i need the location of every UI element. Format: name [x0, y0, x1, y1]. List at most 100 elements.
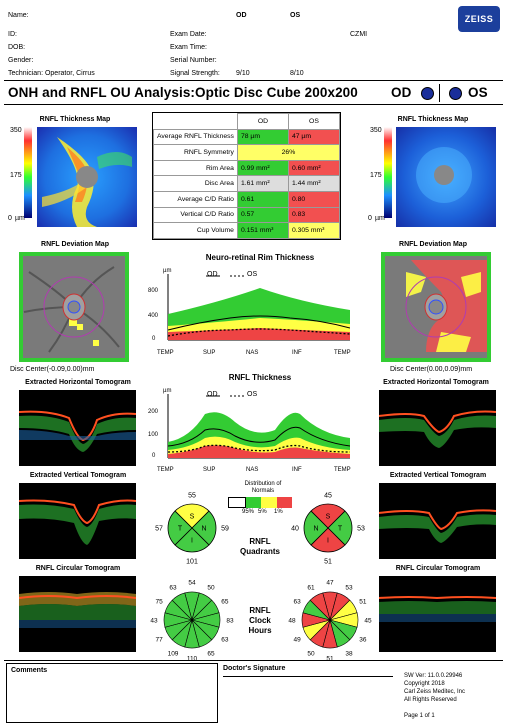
stats-span-value: 26%	[236, 144, 340, 161]
stats-row: Cup Volume 0.151 mm³ 0.305 mm³	[153, 222, 340, 239]
title-os: OS	[468, 85, 488, 100]
od-horizontal-tomo-label: Extracted Horizontal Tomogram	[25, 379, 131, 386]
od-scale-unit: µm	[15, 215, 25, 222]
distribution-title: Distribution of Normals	[244, 481, 282, 494]
stats-col-os: OS	[287, 113, 340, 130]
od-clock-value: 75	[155, 599, 163, 606]
quadrants-title-line1: RNFL	[249, 537, 271, 546]
signal-label: Signal Strength:	[170, 70, 220, 77]
od-quadrant-chart: S 55 N 59 I 101 T 57	[155, 493, 229, 566]
stats-col-od: OD	[236, 113, 289, 130]
rnfl-ytick-100: 100	[148, 432, 159, 438]
rim-chart-title: Neuro-retinal Rim Thickness	[205, 253, 315, 262]
page-number: Page 1 of 1	[404, 713, 435, 719]
rim-xtick-temp1: TEMP	[157, 350, 174, 356]
stats-row-label: Vertical C/D Ratio	[153, 206, 238, 224]
stats-os-value: 0.83	[287, 206, 340, 224]
od-eye-icon	[421, 87, 434, 100]
rnfl-ytick-200: 200	[148, 409, 159, 415]
os-circular-tomogram	[379, 576, 496, 652]
sw-version: SW Ver: 11.0.0.29946	[404, 673, 463, 679]
zeiss-logo: ZEISS	[458, 6, 500, 32]
distribution-1: 1%	[274, 509, 283, 515]
os-eye-icon	[449, 87, 462, 100]
os-quadrant-letter-i: I	[327, 538, 329, 545]
os-quadrant-letter-n: N	[313, 526, 318, 533]
os-clock-sector	[309, 592, 331, 622]
os-quadrant-value-i: 51	[324, 559, 332, 566]
os-quadrant-s	[310, 503, 346, 529]
od-clock-value: 65	[221, 599, 229, 606]
od-thickness-map-label: RNFL Thickness Map	[39, 116, 111, 123]
signal-os: 8/10	[290, 70, 304, 77]
os-clock-value: 48	[288, 618, 296, 625]
od-deviation-map-label: RNFL Deviation Map	[41, 241, 109, 248]
os-vertical-tomo-label: Extracted Vertical Tomogram	[389, 472, 487, 479]
os-clock-value: 61	[307, 585, 315, 592]
os-quadrant-chart: S 45 T 53 I 51 N 40	[291, 493, 365, 566]
od-quadrant-n	[191, 510, 217, 546]
stats-od-value: 78 µm	[236, 128, 289, 146]
stats-row: Vertical C/D Ratio 0.57 0.83	[153, 206, 340, 224]
os-clock-value: 51	[359, 599, 367, 606]
rim-legend-os: OS	[247, 271, 258, 278]
od-clock-value: 110	[187, 656, 198, 663]
distribution-95: 95%	[242, 509, 255, 515]
os-clock-value: 36	[359, 637, 367, 644]
stats-od-value: 1.61 mm²	[236, 175, 289, 192]
od-clock-value: 65	[207, 650, 215, 657]
os-deviation-map	[381, 252, 491, 362]
rnfl-legend-od: OD	[207, 391, 218, 398]
os-quadrant-value-s: 45	[324, 493, 332, 500]
od-clock-value: 77	[155, 637, 163, 644]
device-label: CZMI	[350, 31, 368, 38]
os-clock-value: 38	[345, 650, 353, 657]
od-clock-hours-chart: 54 50 65 83 63 65 110 109 77 43 75 63	[150, 580, 234, 663]
os-horizontal-tomogram	[379, 390, 496, 466]
rnfl-unit: µm	[163, 388, 172, 394]
quadrants-title: RNFL Quadrants	[236, 537, 284, 557]
os-deviation-map-label: RNFL Deviation Map	[399, 241, 467, 248]
comments-box[interactable]: Comments	[6, 663, 218, 723]
od-quadrant-value-s: 55	[188, 493, 196, 500]
exam-date-label: Exam Date:	[170, 31, 207, 38]
stats-row-label: Disc Area	[153, 175, 238, 192]
od-clock-value: 109	[168, 650, 179, 657]
stats-os-value: 0.305 mm³	[287, 222, 340, 239]
rim-unit: µm	[163, 268, 172, 274]
os-quadrant-value-t: 53	[357, 526, 365, 533]
od-circular-tomogram	[19, 576, 136, 652]
od-quadrant-value-i: 101	[186, 559, 198, 566]
od-quadrant-letter-n: N	[201, 526, 206, 533]
od-circular-tomo-label: RNFL Circular Tomogram	[35, 565, 121, 572]
rnfl-chart-title: RNFL Thickness	[228, 373, 292, 382]
od-vertical-tomo-label: Extracted Vertical Tomogram	[29, 472, 127, 479]
rnfl-xtick-temp1: TEMP	[157, 467, 174, 473]
od-vertical-tomogram	[19, 483, 136, 559]
stats-od-value: 0.61	[236, 190, 289, 208]
stats-row: RNFL Symmetry 26%	[153, 144, 340, 161]
rnfl-xtick-temp2: TEMP	[334, 467, 351, 473]
os-clock-value: 45	[364, 618, 372, 625]
clock-title-line3: Hours	[248, 626, 272, 635]
os-quadrant-n	[303, 510, 329, 546]
rnfl-xtick-nas: NAS	[246, 467, 259, 473]
software-info: SW Ver: 11.0.0.29946 Copyright 2018 Carl…	[404, 672, 465, 704]
os-quadrant-letter-t: T	[338, 526, 343, 533]
os-thickness-map-label: RNFL Thickness Map	[397, 116, 469, 123]
header-od: OD	[236, 12, 247, 19]
stats-os-value: 0.60 mm²	[287, 159, 340, 177]
rnfl-xtick-sup: SUP	[203, 467, 216, 473]
os-quadrant-letter-s: S	[326, 514, 331, 521]
clock-hours-title: RNFL Clock Hours	[236, 606, 284, 636]
os-horizontal-tomo-label: Extracted Horizontal Tomogram	[383, 379, 489, 386]
stats-os-value: 47 µm	[287, 128, 340, 146]
id-label: ID:	[8, 31, 17, 38]
rnfl-xtick-inf: INF	[292, 467, 302, 473]
os-circular-tomo-label: RNFL Circular Tomogram	[395, 565, 481, 572]
distribution-5: 5%	[258, 509, 267, 515]
od-quadrant-t	[167, 510, 193, 546]
od-quadrant-s	[174, 503, 210, 529]
stats-table-frame: OD OS Average RNFL Thickness 78 µm 47 µm RN…	[152, 112, 341, 240]
od-quadrant-i	[174, 527, 210, 553]
